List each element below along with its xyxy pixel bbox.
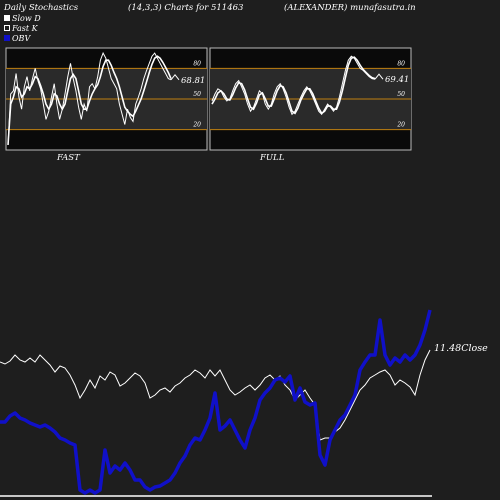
close-price-line: [0, 349, 431, 441]
full-tick-50: 50: [397, 91, 405, 98]
full-slow-d-line: [211, 56, 376, 115]
obv-line: [0, 309, 432, 495]
chart-header-center: (14,3,3) Charts for 511463: [128, 3, 244, 13]
legend-label-slow-d: Slow D: [12, 13, 41, 23]
fast-tick-20: 20: [192, 122, 201, 129]
legend-label-obv: OBV: [12, 33, 31, 43]
fast-k-swatch: [4, 25, 10, 31]
obv-swatch: [4, 35, 10, 41]
legend-item-fast-k: Fast K: [4, 23, 41, 33]
full-last-marker: [374, 73, 384, 80]
fast-panel-title: FAST: [57, 153, 80, 163]
legend-label-fast-k: Fast K: [12, 23, 38, 33]
fast-slow-d-line: [7, 55, 172, 145]
fast-tick-80: 80: [193, 60, 201, 67]
chart-header-left: Daily Stochastics: [4, 3, 79, 13]
fast-last-value: 68.81: [181, 76, 205, 86]
fast-fast-k-line: [7, 51, 172, 145]
chart-header-right: (ALEXANDER) munafasutra.in: [284, 3, 416, 13]
legend-item-slow-d: Slow D: [4, 13, 41, 23]
legend: Slow D Fast K OBV: [4, 13, 41, 43]
close-value-label: 11.48Close: [434, 343, 488, 354]
full-last-value: 69.41: [385, 75, 409, 85]
fast-tick-50: 50: [193, 91, 201, 98]
slow-d-swatch: [4, 15, 10, 21]
full-tick-20: 20: [396, 122, 405, 129]
legend-item-obv: OBV: [4, 33, 41, 43]
full-panel-title: FULL: [260, 153, 285, 163]
fast-last-marker: [170, 74, 180, 81]
full-tick-80: 80: [397, 60, 405, 67]
